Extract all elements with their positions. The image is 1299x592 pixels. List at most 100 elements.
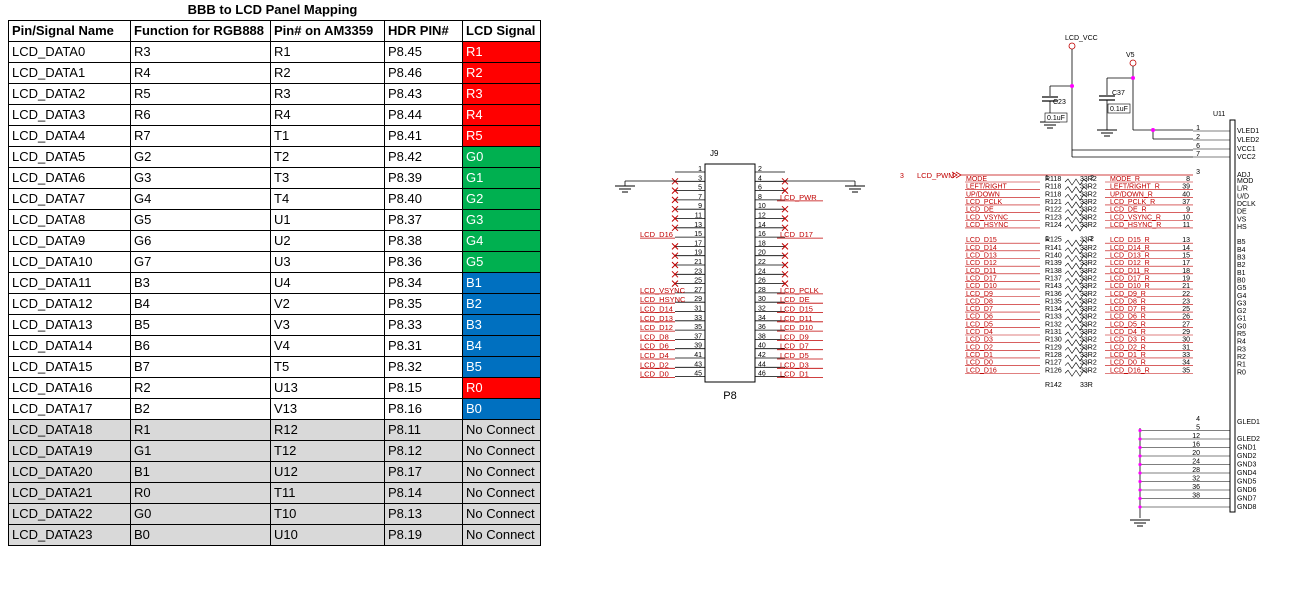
net-label: LCD_D15_R xyxy=(1110,237,1150,244)
table-row: LCD_DATA17 B2 V13 P8.16 B0 xyxy=(8,398,541,420)
u11-pin-number: 11 xyxy=(1183,222,1190,229)
resistor-ref: R127 xyxy=(1045,360,1062,367)
net-label: LCD_D5 xyxy=(966,321,993,328)
pin-number: 22 xyxy=(758,259,766,266)
u11-pin-number: 13 xyxy=(1182,237,1190,244)
resistor-symbol xyxy=(1064,316,1088,324)
pin-number: 45 xyxy=(694,371,702,378)
u11-pin-label: B3 xyxy=(1237,255,1246,262)
junction-dot xyxy=(1138,445,1142,450)
net-label: LCD_D10 xyxy=(780,323,813,332)
pin-number: 13 xyxy=(694,222,702,229)
net-label: LCD_D2_R xyxy=(1110,344,1146,351)
function-cell: R2 xyxy=(130,377,271,399)
u11-pin-number: 33 xyxy=(1182,352,1190,359)
am3359-cell: R2 xyxy=(270,62,385,84)
net-label: LCD_D17_R xyxy=(1110,275,1150,282)
lcd-signal-cell: No Connect xyxy=(462,503,541,525)
resistor-symbol xyxy=(1064,323,1088,331)
pin-number: 5 xyxy=(698,185,702,192)
hdr-cell: P8.35 xyxy=(384,293,463,315)
pin-number: 33 xyxy=(694,315,702,322)
am3359-cell: U13 xyxy=(270,377,385,399)
u11-pin-number: 28 xyxy=(1192,467,1200,474)
pin-number: 41 xyxy=(694,352,702,359)
resistor-value: 33R2 xyxy=(1080,337,1097,344)
u11-pin-number: 9 xyxy=(1186,207,1190,214)
resistor-value: 33R2 xyxy=(1080,321,1097,328)
pin-cell: LCD_DATA19 xyxy=(8,440,131,462)
u11-pin-number: 14 xyxy=(1182,245,1190,252)
pin-cell: LCD_DATA14 xyxy=(8,335,131,357)
net-label: LCD_HSYNC xyxy=(640,295,686,304)
resistor-ref: R143 xyxy=(1045,283,1062,290)
junction-dot xyxy=(1131,76,1135,80)
pin-cell: LCD_DATA5 xyxy=(8,146,131,168)
pin-cell: LCD_DATA1 xyxy=(8,62,131,84)
resistor-ref: R133 xyxy=(1045,314,1062,321)
u11-pin-label: GND8 xyxy=(1237,504,1257,511)
no-connect-mark xyxy=(781,261,789,269)
hdr-cell: P8.37 xyxy=(384,209,463,231)
net-label: LCD_D6 xyxy=(966,314,993,321)
resistor-value: 33R2 xyxy=(1080,222,1097,229)
pin-number: 30 xyxy=(758,296,766,303)
resistor-ref: R121 xyxy=(1045,199,1062,206)
u11-pin-label: B4 xyxy=(1237,247,1246,254)
c23-ref: C23 xyxy=(1053,99,1066,106)
lcd-signal-cell: No Connect xyxy=(462,524,541,546)
hdr-cell: P8.11 xyxy=(384,419,463,441)
pin-number: 40 xyxy=(758,343,766,350)
net-label: LCD_D16 xyxy=(966,367,997,374)
resistor-symbol xyxy=(1064,224,1088,232)
u11-pin-label: MOD xyxy=(1237,178,1253,185)
no-connect-mark xyxy=(671,187,679,194)
am3359-cell: U10 xyxy=(270,524,385,546)
resistor-symbol xyxy=(1064,178,1088,186)
u11-pin-label: B0 xyxy=(1237,277,1246,284)
lcd-signal-cell: G5 xyxy=(462,251,541,273)
hdr-cell: P8.33 xyxy=(384,314,463,336)
resistor-value: 33R2 xyxy=(1080,260,1097,267)
u11-body xyxy=(1229,119,1236,513)
net-label: LCD_D14_R xyxy=(1110,245,1150,252)
u11-pin-label: G1 xyxy=(1237,316,1246,323)
function-cell: R7 xyxy=(130,125,271,147)
u11-pin-label: VCC1 xyxy=(1237,146,1256,153)
net-label: LCD_HSYNC_R xyxy=(1110,222,1161,229)
resistor-value: 33R2 xyxy=(1080,367,1097,374)
no-connect-mark xyxy=(671,252,679,260)
resistor-symbol xyxy=(1064,308,1088,316)
net-label: LCD_D10_R xyxy=(1110,283,1150,290)
net-label: LCD_VSYNC_R xyxy=(1110,214,1161,221)
u11-pin-number: 31 xyxy=(1182,344,1190,351)
function-cell: B6 xyxy=(130,335,271,357)
u11-pin-number: 19 xyxy=(1182,275,1190,282)
no-connect-mark xyxy=(671,215,679,222)
pin-cell: LCD_DATA9 xyxy=(8,230,131,252)
net-label: LCD_D13_R xyxy=(1110,253,1150,260)
power-section: LCD_VCC C23 0.1uF V5 C37 0.1uF 3 LCD_PWM xyxy=(900,35,1193,180)
resistor-ref: R126 xyxy=(1045,367,1062,374)
resistor-ref: R128 xyxy=(1045,352,1062,359)
net-label: LCD_D16_R xyxy=(1110,367,1150,374)
pin-cell: LCD_DATA21 xyxy=(8,482,131,504)
am3359-cell: T1 xyxy=(270,125,385,147)
pin-number: 17 xyxy=(694,240,702,247)
pin-number: 36 xyxy=(758,324,766,331)
resistor-ref: R135 xyxy=(1045,298,1062,305)
table-row: LCD_DATA10 G7 U3 P8.36 G5 xyxy=(8,251,541,273)
lcd-signal-cell: B0 xyxy=(462,398,541,420)
net-label: LCD_D3 xyxy=(966,337,993,344)
u11-pin-number: 15 xyxy=(1182,253,1190,260)
net-label: LCD_D8 xyxy=(640,332,669,341)
am3359-cell: T12 xyxy=(270,440,385,462)
am3359-cell: R12 xyxy=(270,419,385,441)
pin-number: 37 xyxy=(694,333,702,340)
junction-dot xyxy=(1138,488,1142,492)
pin-number: 2 xyxy=(758,166,762,173)
header-body xyxy=(704,163,756,383)
function-cell: R3 xyxy=(130,41,271,63)
u11-pin-number: 27 xyxy=(1182,321,1190,328)
hdr-cell: P8.36 xyxy=(384,251,463,273)
